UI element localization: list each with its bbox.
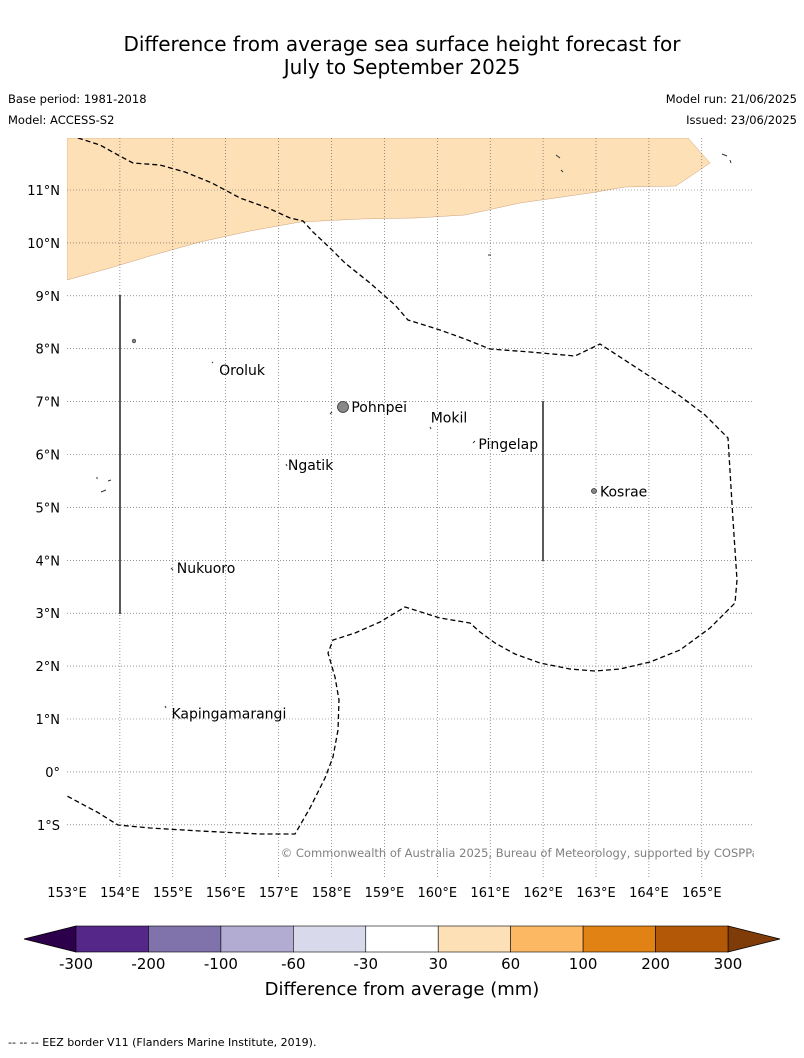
colorbar-segment [293, 925, 367, 953]
latitude-tick-label: 4°N [36, 554, 61, 569]
colorbar-label: 30 [429, 955, 448, 973]
eez-border [67, 138, 738, 835]
longitude-tick-label: 161°E [470, 886, 510, 901]
longitude-tick-label: 165°E [682, 886, 722, 901]
latitude-tick-label: 0° [45, 766, 60, 781]
colorbar-segment [220, 925, 294, 953]
latitude-tick-label: 9°N [36, 290, 61, 305]
latitude-tick-label: 1°N [36, 713, 61, 728]
colorbar-segment [365, 925, 439, 953]
colorbar-under-arrow [23, 925, 77, 953]
place-label-oroluk: Oroluk [219, 363, 266, 379]
latitude-tick-label: 1°S [37, 819, 60, 834]
model-label: Model: ACCESS-S2 [8, 113, 115, 127]
colorbar-label: -200 [131, 955, 165, 973]
longitude-tick-label: 158°E [312, 886, 352, 901]
colorbar-segment [510, 925, 584, 953]
longitude-tick-label: 162°E [523, 886, 563, 901]
map-title-line2: July to September 2025 [283, 55, 521, 79]
map-area: © Commonwealth of Australia 2025, Bureau… [67, 138, 765, 878]
longitude-tick-label: 154°E [100, 886, 140, 901]
longitude-tick-label: 163°E [576, 886, 616, 901]
colorbar-over-arrow [727, 925, 781, 953]
colorbar-label: 300 [714, 955, 743, 973]
colorbar-segment [75, 925, 149, 953]
place-label-mokil: Mokil [431, 410, 468, 426]
colorbar-label: 200 [641, 955, 670, 973]
place-label-pohnpei: Pohnpei [351, 400, 407, 416]
map-title-line1: Difference from average sea surface heig… [123, 32, 681, 56]
colorbar-label: -60 [281, 955, 306, 973]
latitude-tick-labels: 11°N 10°N 9°N 8°N 7°N 6°N 5°N 4°N 3°N 2°N 1°N 0° 1°S [27, 184, 60, 834]
colorbar-label: 60 [501, 955, 520, 973]
eez-legend-footnote: -- -- -- EEZ border V11 (Flanders Marine… [8, 1036, 317, 1049]
longitude-tick-label: 153°E [47, 886, 87, 901]
latitude-tick-label: 7°N [36, 396, 61, 411]
latitude-tick-label: 5°N [36, 501, 61, 516]
place-label-kapingamarangi: Kapingamarangi [172, 707, 287, 723]
colorbar-label: -300 [59, 955, 93, 973]
colorbar-label: -30 [354, 955, 379, 973]
place-labels: Oroluk Pohnpei Mokil Pingelap Ngatik Kosrae Nu… [172, 363, 648, 723]
longitude-tick-label: 164°E [629, 886, 669, 901]
colorbar-label: -100 [204, 955, 238, 973]
island-shapes [96, 153, 732, 709]
base-period-label: Base period: 1981-2018 [8, 92, 147, 106]
latitude-tick-label: 2°N [36, 660, 61, 675]
colorbar-title: Difference from average (mm) [265, 979, 540, 1000]
place-label-ngatik: Ngatik [288, 458, 334, 474]
latitude-tick-label: 11°N [27, 184, 60, 199]
anomaly-shaded-region [67, 138, 711, 281]
latitude-tick-label: 10°N [27, 237, 60, 252]
longitude-tick-label: 157°E [259, 886, 299, 901]
longitude-tick-label: 156°E [206, 886, 246, 901]
colorbar-segment [655, 925, 729, 953]
place-label-nukuoro: Nukuoro [177, 561, 235, 577]
colorbar-label: 100 [569, 955, 598, 973]
place-label-kosrae: Kosrae [600, 485, 647, 501]
model-run-label: Model run: 21/06/2025 [665, 92, 797, 106]
colorbar-segment [582, 925, 656, 953]
gridlines [67, 138, 754, 878]
colorbar-segment [148, 925, 222, 953]
place-label-pingelap: Pingelap [478, 437, 538, 453]
latitude-tick-label: 3°N [36, 607, 61, 622]
longitude-tick-label: 160°E [418, 886, 458, 901]
latitude-tick-label: 6°N [36, 449, 61, 464]
copyright-credit: © Commonwealth of Australia 2025, Bureau… [281, 846, 765, 860]
issued-label: Issued: 23/06/2025 [686, 113, 797, 127]
longitude-tick-label: 159°E [365, 886, 405, 901]
longitude-tick-labels: 153°E 154°E 155°E 156°E 157°E 158°E 159°E 160°E… [47, 886, 721, 901]
colorbar: -300 -200 -100 -60 -30 30 60 100 200 300 [23, 925, 781, 973]
latitude-tick-label: 8°N [36, 343, 61, 358]
colorbar-segment [437, 925, 511, 953]
longitude-tick-label: 155°E [153, 886, 193, 901]
